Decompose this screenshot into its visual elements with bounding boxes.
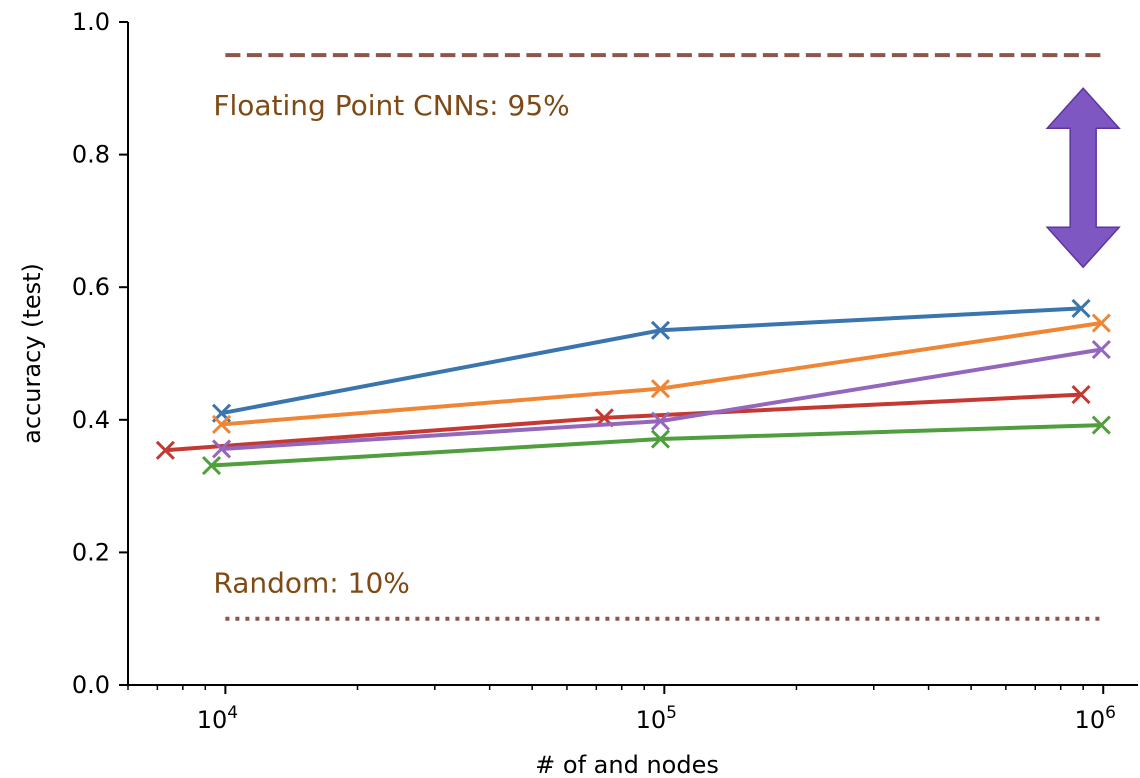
reference-label-0: Floating Point CNNs: 95%	[213, 89, 569, 122]
series-4-line	[211, 423, 1102, 468]
reference-lines	[225, 53, 1104, 621]
x-axis-label: # of and nodes	[535, 751, 719, 778]
y-tick-label: 0.0	[72, 671, 110, 699]
series-1-line	[221, 321, 1102, 427]
series-1-point	[650, 379, 671, 399]
y-tick-label: 0.4	[72, 406, 110, 434]
series-4-point	[201, 455, 222, 476]
series-lines	[155, 298, 1111, 476]
y-tick-label: 1.0	[72, 8, 110, 36]
series-2-point	[1071, 385, 1091, 405]
labels: Floating Point CNNs: 95% Random: 10% 0.0 0.…	[18, 8, 1116, 778]
x-tick-label: 106	[1075, 703, 1116, 734]
reference-label-1: Random: 10%	[213, 567, 410, 600]
y-tick-label: 0.6	[72, 273, 110, 301]
x-tick-label: 104	[197, 703, 238, 734]
series-1-point	[211, 414, 232, 435]
series-3-point	[650, 411, 671, 431]
axes	[119, 21, 1138, 694]
series-0-line	[221, 306, 1082, 416]
series-4-point	[1091, 415, 1111, 435]
series-2-point	[155, 440, 175, 460]
series-3-point	[211, 439, 232, 459]
series-0-point	[1071, 298, 1091, 318]
gap-arrow	[1045, 87, 1121, 269]
y-tick-label: 0.2	[72, 538, 110, 566]
y-axis-label: accuracy (test)	[18, 263, 46, 444]
series-3-point	[1091, 339, 1111, 360]
double-arrow-icon	[1045, 87, 1121, 269]
y-tick-label: 0.8	[72, 141, 110, 169]
series-0-point	[650, 320, 671, 340]
series-4-point	[650, 429, 671, 449]
x-tick-label: 105	[636, 703, 677, 734]
series-1-point	[1091, 313, 1111, 333]
